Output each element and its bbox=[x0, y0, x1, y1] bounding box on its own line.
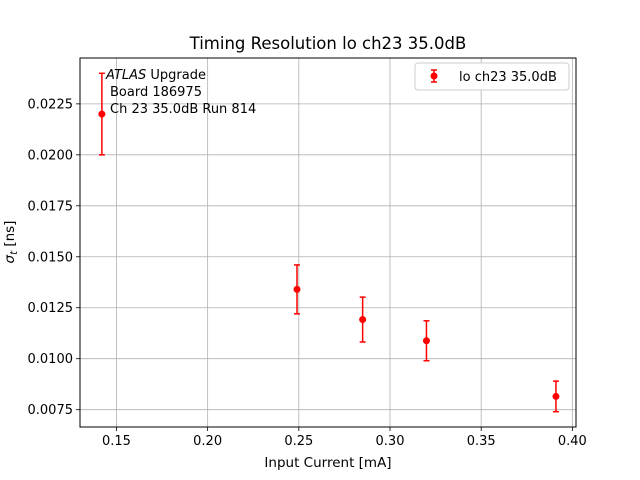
annotation-atlas: ATLAS bbox=[105, 68, 146, 83]
data-point bbox=[359, 316, 367, 324]
x-tick-label: 0.30 bbox=[376, 434, 405, 449]
x-tick-label: 0.25 bbox=[284, 434, 313, 449]
data-point bbox=[552, 392, 560, 400]
data-point bbox=[293, 285, 301, 293]
y-tick-label: 0.0100 bbox=[28, 352, 74, 367]
axis-ticks: 0.15 0.20 0.25 0.30 0.35 0.40 0.0075 0.0100 0.01… bbox=[28, 97, 587, 449]
data-points bbox=[98, 110, 560, 400]
grid bbox=[80, 58, 576, 427]
plot-area-frame bbox=[79, 57, 577, 428]
y-axis-label-symbol: σ bbox=[2, 254, 18, 263]
y-axis-label: σt [ns] bbox=[2, 221, 20, 264]
y-tick-label: 0.0175 bbox=[28, 199, 74, 214]
x-tick-label: 0.15 bbox=[102, 434, 131, 449]
y-tick-label: 0.0200 bbox=[28, 148, 74, 163]
annotation-line-1: ATLAS Upgrade bbox=[105, 68, 206, 83]
annotation-upgrade: Upgrade bbox=[146, 68, 206, 83]
legend-label: lo ch23 35.0dB bbox=[459, 70, 557, 85]
chart-title: Timing Resolution lo ch23 35.0dB bbox=[189, 34, 467, 53]
y-tick-label: 0.0225 bbox=[28, 97, 74, 112]
legend: lo ch23 35.0dB bbox=[414, 62, 570, 91]
legend-box bbox=[414, 62, 570, 91]
legend-marker-icon bbox=[430, 72, 438, 80]
data-point bbox=[98, 110, 106, 118]
x-axis-label: Input Current [mA] bbox=[264, 455, 391, 471]
atlas-annotation: ATLAS Upgrade Board 186975 Ch 23 35.0dB … bbox=[105, 68, 256, 117]
y-tick-label: 0.0125 bbox=[28, 301, 74, 316]
y-tick-label: 0.0075 bbox=[28, 403, 74, 418]
annotation-line-2: Board 186975 bbox=[110, 85, 202, 100]
data-point bbox=[422, 337, 430, 345]
y-axis-label-unit: [ns] bbox=[2, 221, 18, 251]
y-tick-label: 0.0150 bbox=[28, 250, 74, 265]
annotation-line-3: Ch 23 35.0dB Run 814 bbox=[110, 102, 256, 117]
x-tick-label: 0.35 bbox=[467, 434, 496, 449]
x-tick-label: 0.20 bbox=[193, 434, 222, 449]
x-tick-label: 0.40 bbox=[558, 434, 587, 449]
y-axis-label-subscript: t bbox=[9, 250, 20, 255]
